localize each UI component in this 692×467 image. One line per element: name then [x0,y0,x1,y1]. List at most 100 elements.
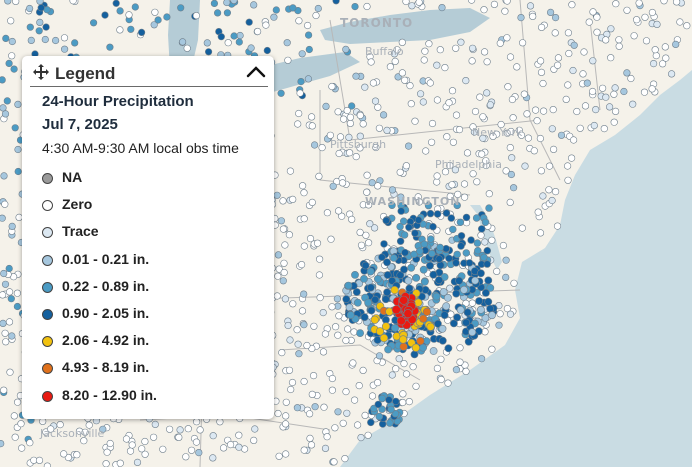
move-arrows-icon[interactable] [32,63,50,81]
station-dot [478,355,486,363]
station-dot [281,295,290,303]
station-dot [133,458,142,467]
station-dot [254,27,262,36]
station-dot [392,365,400,373]
station-dot [342,45,350,54]
station-dot [676,18,684,26]
station-dot [319,348,328,356]
station-dot [141,450,149,458]
station-dot [411,343,421,352]
station-dot [3,97,11,105]
station-dot [476,269,485,278]
station-dot [336,133,345,141]
chesapeake-bay [470,205,502,270]
station-dot [344,281,353,290]
station-dot [549,105,557,114]
station-dot [312,11,320,20]
station-dot [526,2,535,10]
station-dot [0,291,7,299]
station-dot [446,192,454,200]
station-dot [1,110,10,118]
station-dot [304,21,312,30]
station-dot [456,358,464,366]
station-dot [363,171,371,179]
station-dot [344,325,352,333]
station-dot [308,198,316,206]
station-dot [205,48,213,56]
station-dot [319,309,327,317]
station-dot [373,274,382,283]
legend-swatch [42,363,53,375]
station-dot [397,193,405,201]
station-dot [488,236,496,244]
station-dot [433,178,441,186]
station-dot [310,372,318,380]
station-dot [400,360,408,368]
station-dot [329,182,337,190]
station-dot [275,265,283,273]
station-dot [454,190,462,198]
station-dot [488,311,496,320]
station-dot [335,149,343,158]
station-dot [7,17,15,25]
station-dot [280,259,288,267]
station-dot [274,251,283,259]
station-dot [605,103,614,111]
station-dot [371,295,380,304]
station-dot [503,34,511,42]
chevron-up-icon[interactable] [246,63,266,81]
station-dot [641,13,649,21]
station-dot [364,431,372,439]
station-dot [660,0,668,5]
station-dot [328,374,337,383]
station-dot [390,254,398,262]
station-dot [380,240,388,248]
station-dot [502,273,510,282]
station-dot [455,126,464,134]
station-dot [475,297,483,305]
station-dot [435,255,443,263]
station-dot [453,250,461,259]
station-dot [648,8,657,17]
station-dot [395,355,403,363]
station-dot [223,9,231,17]
station-dot [467,236,475,244]
station-dot [356,228,364,236]
station-dot [293,326,301,334]
station-dot [285,366,294,374]
station-dot [210,0,218,7]
station-dot [565,49,573,58]
station-dot [1,280,10,288]
station-dot [580,48,588,56]
station-dot [354,421,362,429]
station-dot [362,231,370,239]
station-dot [479,134,487,142]
station-dot [462,213,471,222]
station-dot [651,46,659,54]
station-dot [642,37,651,45]
station-dot [179,38,187,46]
station-dot [615,42,623,50]
station-dot [323,209,332,217]
station-dot [401,76,409,84]
station-dot [480,253,488,261]
station-dot [473,178,481,186]
station-dot [510,279,518,287]
station-dot [333,295,342,303]
station-dot [364,298,372,307]
station-dot [445,254,453,263]
legend-item-label: 8.20 - 12.90 in. [62,386,157,403]
legend-header[interactable]: Legend [30,60,268,87]
station-dot [448,181,456,189]
station-dot [192,12,200,20]
station-dot [300,321,308,329]
station-dot [391,305,401,315]
legend-panel[interactable]: Legend 24-Hour Precipitation Jul 7, 2025… [22,56,274,419]
station-dot [353,298,362,307]
station-dot [610,90,618,98]
station-dot [474,247,482,255]
station-dot [442,245,450,253]
station-dot [368,179,376,187]
station-dot [435,276,443,284]
station-dot [433,210,442,218]
